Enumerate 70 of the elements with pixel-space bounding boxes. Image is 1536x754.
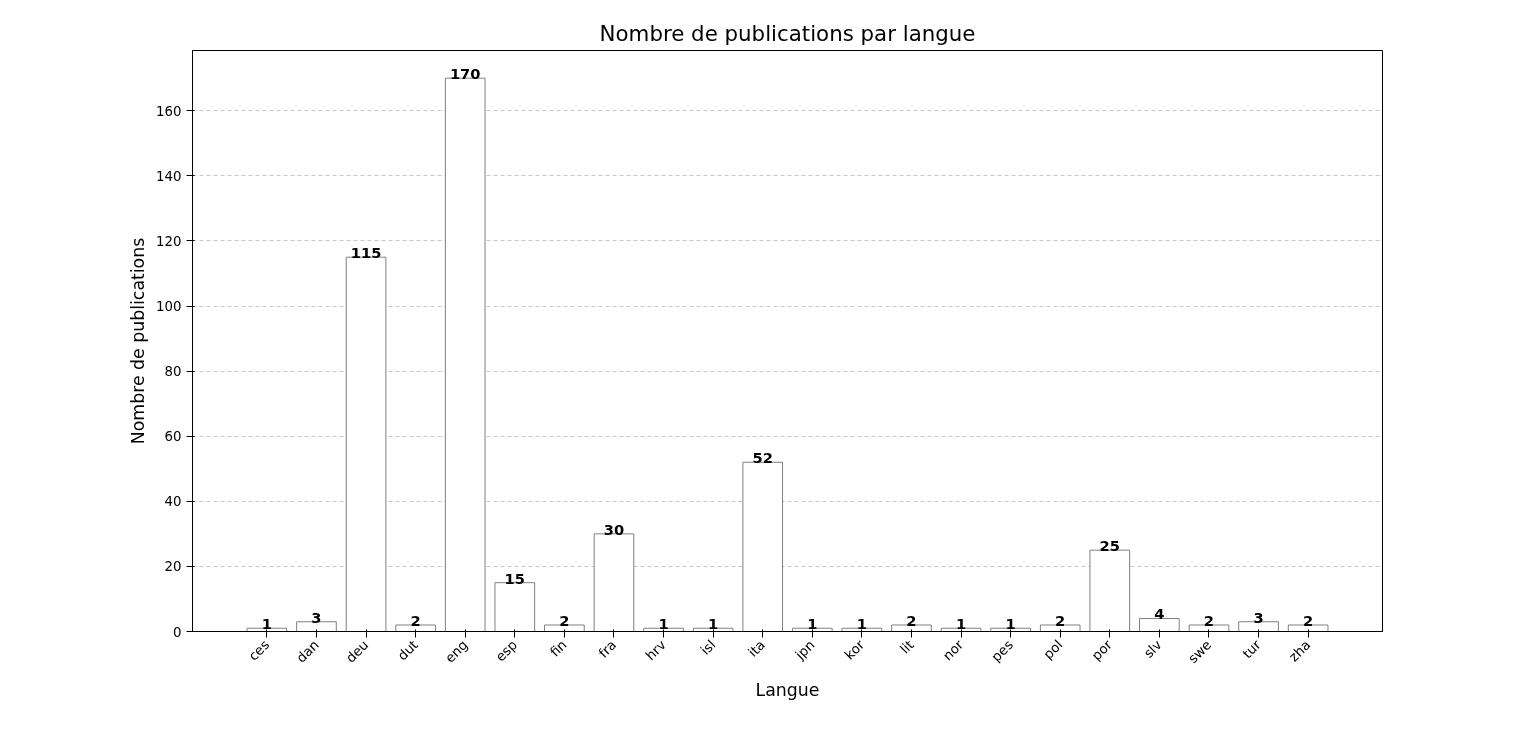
chart-title: Nombre de publications par langue [599,20,976,46]
data-label: 4 [1154,605,1165,623]
data-label: 2 [906,611,917,629]
bar [395,624,436,632]
bar [1238,621,1279,632]
x-tick-label: jpn [791,637,818,664]
x-tick-label: dan [293,637,322,666]
data-label: 1 [856,615,867,633]
x-axis-title: Langue [755,679,820,700]
x-tick-label: ces [245,637,273,664]
y-tick-label: 100 [156,299,182,315]
x-tick-label: eng [442,637,471,666]
bar [1089,549,1131,632]
bar [1139,617,1180,632]
x-tick-label: por [1088,636,1116,664]
y-tick-label: 40 [164,494,182,510]
data-label: 2 [1203,611,1215,629]
x-tick-label: fin [547,637,570,660]
bar [544,624,585,632]
y-tick-label: 140 [156,168,182,184]
data-label: 3 [311,608,322,626]
data-label: 1 [807,615,818,633]
data-label: 1 [708,615,719,633]
bar [891,624,932,632]
y-tick-label: 120 [156,233,182,249]
data-label: 170 [449,65,481,83]
y-tick-label: 0 [173,624,182,640]
data-label: 30 [603,520,625,538]
y-tick-label: 160 [156,103,182,119]
x-tick-label: ita [745,637,769,660]
x-tick-label: nor [940,636,967,664]
x-tick-label: tur [1239,636,1265,662]
data-label: 52 [752,449,773,467]
data-label: 2 [559,611,570,629]
x-tick-label: swe [1185,637,1215,667]
y-tick-label: 60 [164,429,182,445]
bar [345,256,387,632]
data-label: 1 [658,615,669,633]
y-tick-label: 80 [164,364,182,380]
y-axis-title: Nombre de publications [128,237,149,445]
x-tick-label: isl [697,637,719,658]
data-label: 115 [350,244,382,262]
x-tick-label: deu [342,637,372,666]
data-label: 1 [1005,615,1016,633]
x-tick-label: lit [897,637,917,657]
bar [1287,624,1329,632]
bar [1039,624,1081,632]
x-tick-label: kor [841,636,868,663]
x-tick-label: hrv [642,637,669,664]
data-label: 25 [1099,537,1120,555]
bar [593,533,635,632]
bar [494,582,536,632]
data-label: 2 [1303,611,1314,629]
x-tick-label: slv [1140,637,1165,661]
x-tick-label: fra [595,637,620,661]
bar [1188,624,1230,632]
data-label: 1 [955,615,967,633]
data-label: 1 [261,615,272,633]
bar [296,621,337,632]
data-label: 2 [1055,611,1066,629]
x-tick-label: esp [492,637,521,665]
x-tick-label: pol [1040,637,1066,663]
bar [742,461,784,632]
data-label: 3 [1253,608,1264,626]
data-label: 2 [410,611,421,629]
x-tick-label: dut [394,637,421,664]
data-label: 15 [504,569,525,587]
y-tick-label: 20 [164,559,182,575]
x-tick-label: zha [1286,637,1314,665]
bar [444,77,486,632]
